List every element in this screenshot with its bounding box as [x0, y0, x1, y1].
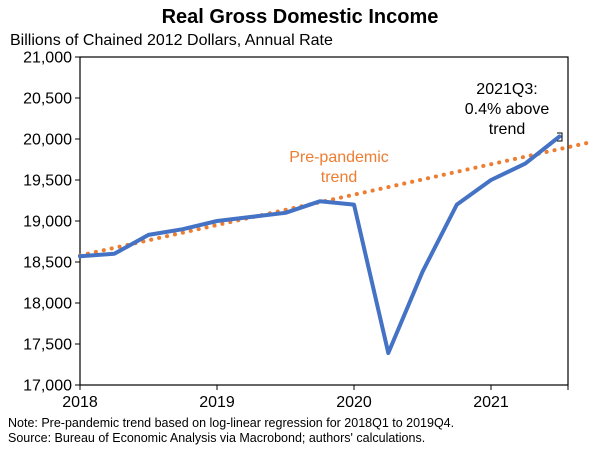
series-group — [78, 134, 596, 355]
y-tick-label: 21,000 — [23, 50, 72, 67]
gdi-point — [489, 178, 493, 182]
gdi-point — [523, 162, 527, 166]
gdi-point — [386, 351, 390, 355]
q3-annotation-line1: 2021Q3: — [476, 81, 537, 98]
gdi-point — [318, 199, 322, 203]
x-tick-label: 2021 — [473, 394, 509, 411]
y-tick-label: 19,000 — [23, 214, 72, 231]
x-tick-label: 2018 — [62, 394, 98, 411]
y-tick-label: 18,000 — [23, 296, 72, 313]
gdi-line — [78, 134, 562, 355]
gdi-point — [455, 203, 459, 207]
y-tick-label: 18,500 — [23, 255, 72, 272]
gdi-point — [112, 252, 116, 256]
y-axis-ticks: 17,000 17,500 18,000 18,500 19,000 19,500 20,0… — [23, 50, 80, 395]
chart-source: Source: Bureau of Economic Analysis via … — [8, 431, 425, 445]
gdi-point — [421, 270, 425, 274]
y-tick-label: 20,500 — [23, 91, 72, 108]
chart-note: Note: Pre-pandemic trend based on log-li… — [8, 416, 454, 430]
gdi-point — [284, 211, 288, 215]
plot-area-frame — [79, 56, 569, 386]
gdi-point — [215, 219, 219, 223]
q3-annotation-line2: 0.4% above — [465, 101, 550, 118]
q3-bracket — [557, 132, 563, 142]
x-tick-label: 2019 — [199, 394, 235, 411]
gdi-point — [181, 227, 185, 231]
gdi-point — [147, 233, 151, 237]
gdi-point — [352, 203, 356, 207]
trend-label-line2: trend — [321, 169, 357, 186]
trend-line — [78, 139, 596, 258]
y-tick-label: 17,000 — [23, 378, 72, 395]
trend-label-line1: Pre-pandemic — [289, 149, 389, 166]
gdi-point — [78, 254, 82, 258]
q3-annotation-line3: trend — [489, 121, 525, 138]
y-tick-label: 19,500 — [23, 173, 72, 190]
gdi-point — [249, 215, 253, 219]
y-tick-label: 17,500 — [23, 337, 72, 354]
x-tick-label: 2020 — [336, 394, 372, 411]
chart-subtitle: Billions of Chained 2012 Dollars, Annual… — [10, 32, 333, 49]
gdi-point — [558, 135, 562, 139]
y-tick-label: 20,000 — [23, 132, 72, 149]
x-axis-ticks: 2018 2019 2020 2021 — [62, 385, 569, 411]
chart-title: Real Gross Domestic Income — [162, 6, 439, 28]
